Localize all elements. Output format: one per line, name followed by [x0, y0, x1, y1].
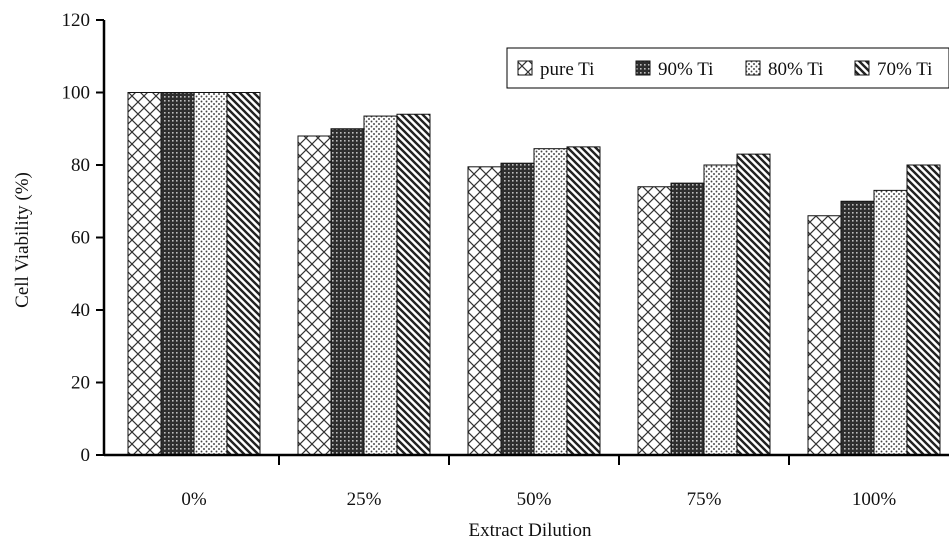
legend-box [506, 47, 949, 89]
bar-90-ti-0 [160, 92, 195, 456]
legend-label-80-ti: 80% Ti [768, 59, 823, 80]
legend-swatch-90-ti [635, 60, 651, 76]
legend-swatch-80-ti [745, 60, 761, 76]
bar-80-ti-0 [193, 92, 228, 456]
y-tick-label-120: 120 [62, 10, 91, 31]
y-tick-label-100: 100 [62, 83, 91, 104]
legend-label-70-ti: 70% Ti [877, 59, 932, 80]
bar-pure-ti-50 [467, 166, 502, 456]
y-tick-label-40: 40 [71, 300, 90, 321]
legend-label-90-ti: 90% Ti [658, 59, 713, 80]
bar-80-ti-100 [873, 189, 908, 456]
bar-80-ti-25 [363, 115, 398, 456]
y-ticks: 0 20 40 60 80 100 120 [62, 10, 104, 466]
bar-pure-ti-75 [637, 186, 672, 456]
bar-80-ti-50 [533, 148, 568, 456]
bar-70-ti-0 [226, 92, 261, 456]
y-tick-label-20: 20 [71, 373, 90, 394]
bar-70-ti-75 [736, 153, 771, 456]
bar-pure-ti-100 [807, 215, 842, 456]
x-tick-label-75: 75% [687, 489, 722, 510]
bar-90-ti-25 [330, 128, 365, 456]
bar-70-ti-100 [906, 164, 941, 456]
bar-70-ti-50 [566, 146, 601, 456]
y-tick-label-0: 0 [81, 445, 91, 466]
bar-90-ti-50 [500, 162, 535, 456]
bar-70-ti-25 [396, 113, 431, 456]
x-tick-label-100: 100% [852, 489, 897, 510]
y-tick-label-80: 80 [71, 155, 90, 176]
x-axis-title: Extract Dilution [469, 520, 592, 541]
legend-swatch-70-ti [854, 60, 870, 76]
legend: pure Ti 90% Ti 80% Ti 70% Ti [506, 47, 949, 89]
legend-label-pure-ti: pure Ti [540, 59, 594, 80]
bar-80-ti-75 [703, 164, 738, 456]
bar-pure-ti-25 [297, 135, 332, 456]
y-axis-title: Cell Viability (%) [12, 172, 33, 308]
y-tick-label-60: 60 [71, 228, 90, 249]
bar-pure-ti-0 [127, 92, 162, 456]
x-tick-label-0: 0% [181, 489, 207, 510]
bar-90-ti-100 [840, 200, 875, 456]
legend-swatch-pure-ti [517, 60, 533, 76]
x-tick-label-25: 25% [347, 489, 382, 510]
x-ticks: 0% 25% 50% 75% 100% [181, 455, 896, 510]
x-tick-label-50: 50% [517, 489, 552, 510]
bar-90-ti-75 [670, 182, 705, 456]
bars-layer [127, 92, 941, 456]
